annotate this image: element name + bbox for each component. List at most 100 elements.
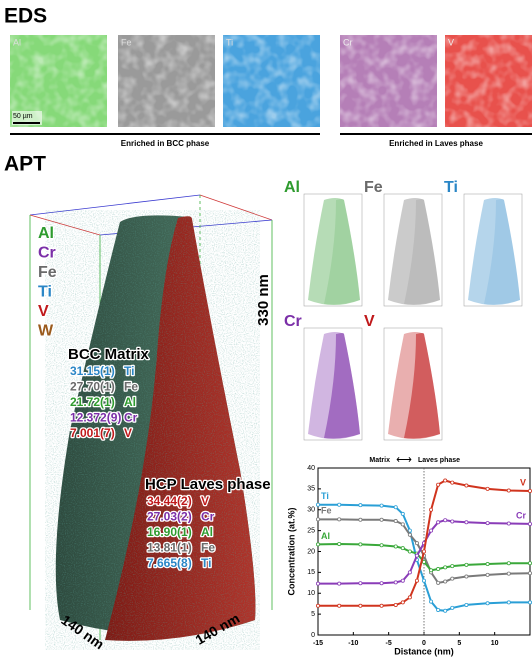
small-apt-label: Ti — [444, 179, 458, 196]
eds-map-label: V — [448, 37, 454, 47]
composition-element: Cr — [124, 411, 138, 425]
series-point — [401, 601, 404, 604]
eds-texture — [340, 35, 437, 127]
element-legend: Cr — [38, 245, 56, 262]
series-point — [437, 581, 440, 584]
composition-element: Al — [124, 395, 136, 409]
series-point — [394, 519, 397, 522]
series-point — [316, 582, 319, 585]
eds-map-label: Fe — [121, 37, 132, 47]
series-point — [338, 542, 341, 545]
eds-map-label: Cr — [343, 37, 353, 47]
element-legend: Al — [38, 225, 54, 242]
element-legend: Ti — [38, 284, 52, 301]
series-point — [507, 572, 510, 575]
series-point — [507, 601, 510, 604]
series-point — [451, 606, 454, 609]
series-point — [394, 545, 397, 548]
dimension-label: 330 nm — [255, 274, 272, 326]
series-point — [338, 503, 341, 506]
series-point — [465, 603, 468, 606]
group-label: Enriched in Laves phase — [389, 139, 483, 148]
series-point — [380, 518, 383, 521]
series-point — [422, 550, 425, 553]
series-point — [451, 565, 454, 568]
series-point — [444, 609, 447, 612]
series-point — [316, 518, 319, 521]
y-tick-label: 10 — [307, 590, 315, 597]
series-point — [465, 575, 468, 578]
y-tick-label: 35 — [307, 486, 315, 493]
figure: EDS APT AlFeTiCrV50 µmEnriched in BCC ph… — [0, 0, 532, 660]
series-point — [338, 518, 341, 521]
series-point — [528, 601, 531, 604]
series-point — [507, 562, 510, 565]
series-point — [429, 569, 432, 572]
composition-element: Ti — [124, 364, 134, 378]
eds-title: EDS — [4, 5, 47, 28]
series-point — [437, 521, 440, 524]
series-point — [394, 506, 397, 509]
composition-value: 34.44(2) — [147, 494, 192, 508]
annotation: Laves phase — [418, 457, 460, 464]
series-point — [338, 604, 341, 607]
series-point — [422, 560, 425, 563]
annotation: Matrix — [369, 457, 390, 464]
eds-map-label: Al — [13, 37, 21, 47]
series-point — [408, 533, 411, 536]
y-tick-label: 15 — [307, 569, 315, 576]
apt-title: APT — [4, 153, 46, 176]
series-point — [415, 554, 418, 557]
series-label: V — [520, 477, 526, 487]
composition-value: 31.15(1) — [70, 364, 115, 378]
y-tick-label: 20 — [307, 548, 315, 555]
series-point — [394, 581, 397, 584]
series-point — [422, 579, 425, 582]
composition-value: 13.81(1) — [147, 541, 192, 555]
series-point — [394, 603, 397, 606]
series-point — [444, 580, 447, 583]
series-label: Al — [321, 531, 330, 541]
series-point — [451, 520, 454, 523]
eds-texture — [445, 35, 532, 127]
small-apt-label: Al — [284, 179, 300, 196]
y-tick-label: 30 — [307, 507, 315, 514]
y-axis-title: Concentration (at.%) — [286, 507, 296, 595]
composition-element: Fe — [124, 380, 138, 394]
series-point — [359, 504, 362, 507]
series-point — [316, 543, 319, 546]
series-point — [465, 563, 468, 566]
series-point — [486, 562, 489, 565]
x-tick-label: 5 — [457, 640, 461, 647]
series-point — [437, 608, 440, 611]
series-label: Fe — [321, 506, 332, 516]
series-point — [401, 512, 404, 515]
x-tick-label: -15 — [313, 640, 323, 647]
series-point — [380, 504, 383, 507]
page: { "eds": { "title": "EDS", "scale_bar": … — [0, 0, 532, 660]
phase-title: BCC Matrix — [68, 346, 150, 363]
small-apt-label: Fe — [364, 179, 383, 196]
eds-texture — [223, 35, 320, 127]
series-point — [401, 579, 404, 582]
composition-value: 27.70(1) — [70, 380, 115, 394]
series-point — [437, 567, 440, 570]
composition-element: Ti — [201, 556, 211, 570]
small-apt-label: Cr — [284, 313, 302, 330]
small-apt-label: V — [364, 313, 375, 330]
series-point — [401, 547, 404, 550]
series-point — [338, 582, 341, 585]
series-label: Ti — [321, 491, 329, 501]
series-point — [359, 543, 362, 546]
composition-element: Cr — [201, 510, 215, 524]
composition-value: 7.001(7) — [70, 426, 115, 440]
series-point — [451, 577, 454, 580]
series-point — [359, 518, 362, 521]
composition-element: V — [201, 494, 209, 508]
series-point — [486, 573, 489, 576]
series-point — [444, 566, 447, 569]
series-point — [444, 479, 447, 482]
composition-value: 16.90(1) — [147, 525, 192, 539]
series-point — [401, 523, 404, 526]
y-tick-label: 25 — [307, 527, 315, 534]
